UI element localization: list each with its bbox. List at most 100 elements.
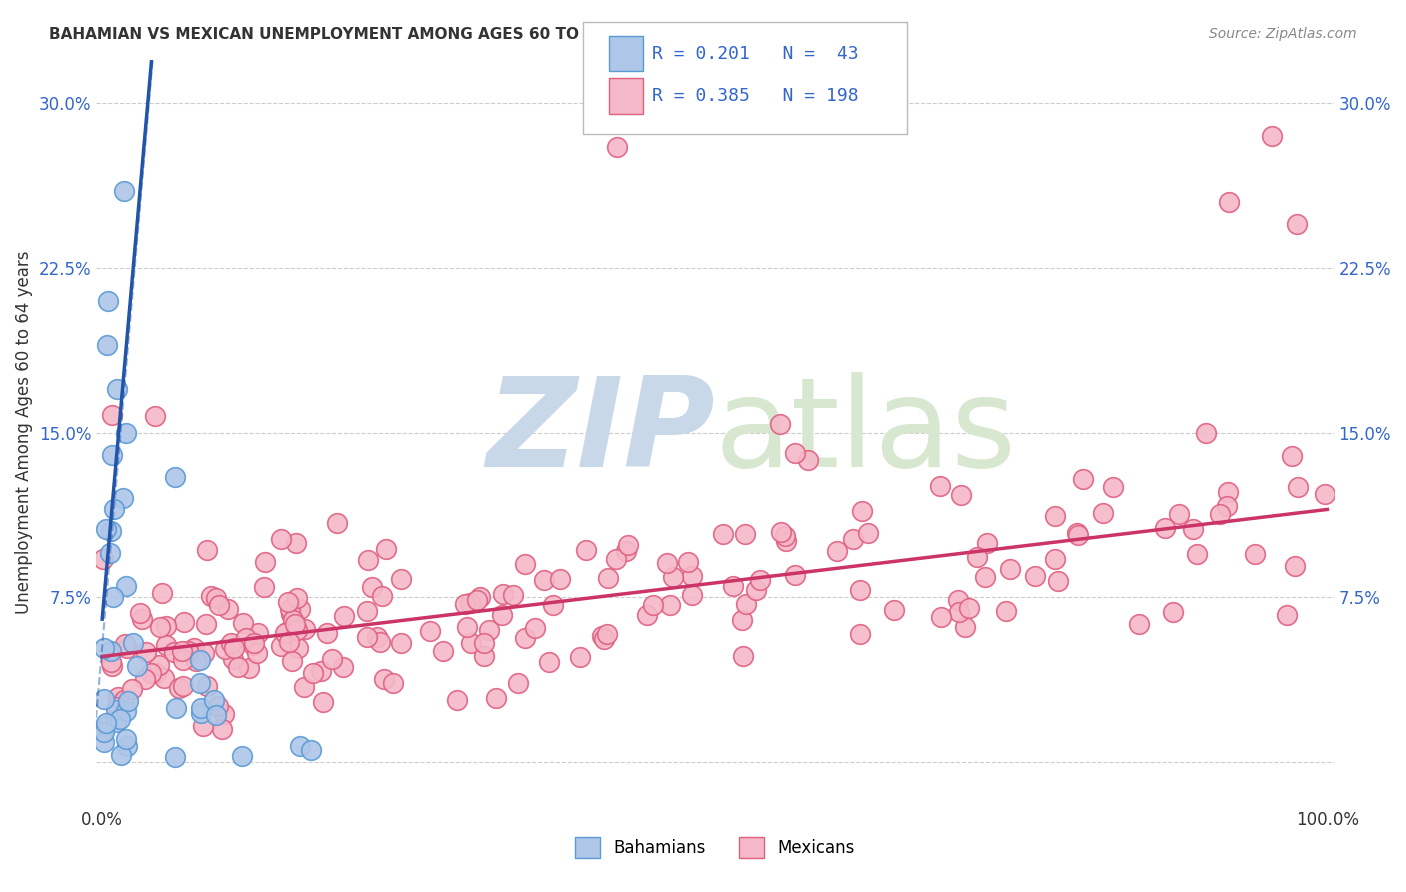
Point (614, 543, 637, 558)
Point (1209, 507, 1232, 521)
Point (93, 735, 115, 749)
Point (733, 648, 755, 663)
Point (711, 527, 734, 541)
Point (165, 750, 187, 764)
Point (1071, 472, 1094, 486)
Point (254, 556, 277, 570)
Point (115, 739, 138, 753)
Point (294, 681, 316, 695)
Point (163, 645, 186, 659)
Point (1277, 607, 1299, 622)
Point (389, 572, 412, 586)
Point (94, 718, 117, 732)
Point (966, 550, 988, 565)
Point (207, 698, 229, 713)
Point (153, 672, 176, 686)
Point (596, 627, 619, 641)
Point (605, 552, 627, 566)
Point (1167, 507, 1189, 521)
Point (110, 747, 132, 762)
Point (730, 614, 752, 628)
Point (284, 616, 307, 631)
Point (288, 739, 311, 754)
Point (105, 382, 128, 396)
Point (97, 293, 120, 308)
Point (316, 626, 339, 640)
Point (575, 543, 598, 558)
Point (1286, 480, 1309, 494)
Point (1216, 499, 1239, 513)
Point (783, 567, 806, 582)
Point (202, 693, 225, 707)
Point (125, 658, 148, 673)
Point (655, 556, 678, 570)
Point (785, 446, 807, 460)
Point (242, 638, 264, 652)
Point (357, 553, 380, 567)
Point (222, 640, 245, 655)
Point (524, 621, 547, 635)
Text: ZIP: ZIP (486, 372, 714, 493)
Point (172, 679, 194, 693)
Text: R = 0.385   N = 198: R = 0.385 N = 198 (652, 87, 859, 105)
Point (465, 593, 488, 607)
Point (681, 569, 703, 583)
Point (278, 634, 301, 648)
Point (193, 719, 215, 733)
Point (131, 612, 153, 626)
Point (1101, 480, 1123, 494)
Point (368, 635, 391, 649)
Point (458, 596, 481, 610)
Point (101, 591, 124, 605)
Point (749, 574, 772, 588)
Point (332, 660, 354, 674)
Point (246, 626, 269, 640)
Point (326, 516, 349, 531)
Point (114, 425, 136, 440)
Point (446, 693, 468, 707)
Point (100, 656, 122, 670)
Point (207, 599, 229, 613)
Point (135, 645, 157, 659)
Point (302, 666, 325, 681)
Point (491, 587, 513, 601)
Point (1067, 528, 1090, 542)
Point (285, 536, 308, 550)
Point (662, 570, 685, 584)
Point (770, 524, 793, 539)
Point (91, 552, 114, 566)
Point (721, 579, 744, 593)
Point (931, 610, 953, 624)
Point (842, 533, 865, 547)
Point (1163, 605, 1185, 619)
Point (976, 536, 998, 550)
Point (1092, 507, 1115, 521)
Point (281, 613, 304, 627)
Text: BAHAMIAN VS MEXICAN UNEMPLOYMENT AMONG AGES 60 TO 64 YEARS CORRELATION CHART: BAHAMIAN VS MEXICAN UNEMPLOYMENT AMONG A… (49, 27, 855, 42)
Point (389, 636, 412, 650)
Point (371, 589, 394, 603)
Point (155, 638, 177, 652)
Point (312, 695, 335, 709)
Point (460, 636, 482, 650)
Point (1195, 425, 1218, 440)
Point (101, 659, 124, 673)
Point (117, 694, 139, 708)
Point (163, 469, 186, 483)
Point (538, 655, 561, 669)
Point (94, 522, 117, 536)
Point (231, 749, 253, 764)
Point (188, 653, 211, 667)
Point (356, 630, 378, 644)
Point (111, 696, 134, 710)
Point (1024, 569, 1046, 583)
Point (294, 622, 316, 636)
Point (195, 679, 218, 693)
Point (100, 524, 122, 539)
Point (1043, 508, 1066, 523)
Point (491, 607, 513, 622)
Y-axis label: Unemployment Among Ages 60 to 64 years: Unemployment Among Ages 60 to 64 years (15, 251, 32, 615)
Point (112, 184, 135, 198)
Point (214, 642, 236, 657)
Point (226, 659, 249, 673)
